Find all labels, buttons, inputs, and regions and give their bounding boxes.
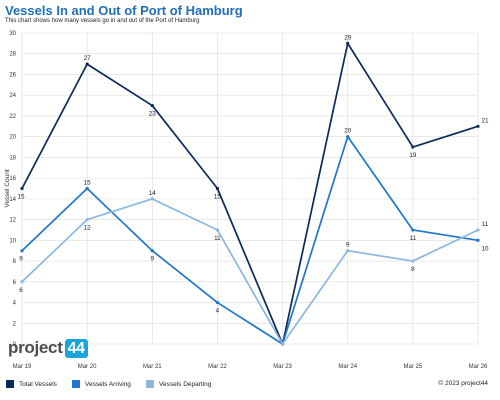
legend-swatch bbox=[6, 380, 14, 388]
data-point bbox=[150, 197, 154, 201]
x-tick-label: Mar 23 bbox=[273, 364, 292, 370]
y-tick-label: 22 bbox=[9, 114, 16, 120]
legend-item: Vessels Arriving bbox=[72, 380, 131, 388]
data-point bbox=[85, 62, 89, 66]
data-point bbox=[346, 249, 350, 253]
y-tick-label: 14 bbox=[9, 197, 16, 203]
data-point bbox=[20, 249, 24, 253]
y-tick-label: 24 bbox=[9, 93, 16, 99]
y-tick-label: 20 bbox=[9, 135, 16, 141]
data-label: 11 bbox=[214, 235, 221, 242]
x-tick-label: Mar 22 bbox=[208, 364, 227, 370]
data-point bbox=[280, 342, 285, 346]
chart-title: Vessels In and Out of Port of Hamburg bbox=[5, 3, 243, 18]
data-label: 14 bbox=[149, 190, 157, 197]
data-point bbox=[476, 238, 480, 242]
data-label: 4 bbox=[216, 308, 220, 315]
x-tick-label: Mar 26 bbox=[469, 364, 488, 370]
data-point bbox=[346, 41, 350, 45]
data-label: 9 bbox=[19, 256, 23, 263]
data-label: 19 bbox=[409, 152, 417, 159]
data-point bbox=[215, 300, 220, 305]
x-axis: Mar 19 Mar 20 Mar 21 Mar 22 Mar 23 Mar 24 Mar … bbox=[13, 364, 488, 370]
series-line-0 bbox=[21, 42, 479, 345]
series-group: 15 27 23 15 29 19 21 9 15 9 4 20 11 10 6 12 14 11 9 8 11 bbox=[17, 34, 489, 346]
series-line-1 bbox=[21, 135, 479, 345]
data-point bbox=[150, 103, 154, 108]
data-label: 15 bbox=[84, 180, 92, 187]
data-label: 15 bbox=[17, 194, 25, 201]
legend-label: Vessels Arriving bbox=[85, 380, 131, 388]
logo-text: project bbox=[8, 338, 63, 357]
y-tick-label: 28 bbox=[9, 52, 16, 58]
y-tick-label: 10 bbox=[9, 238, 16, 244]
data-point bbox=[476, 124, 480, 128]
data-label: 9 bbox=[151, 256, 155, 263]
logo-badge: 44 bbox=[64, 338, 88, 358]
x-tick-label: Mar 20 bbox=[78, 364, 97, 370]
project44-logo: project 44 bbox=[8, 338, 88, 358]
y-tick-label: 8 bbox=[13, 259, 17, 265]
data-point bbox=[215, 186, 220, 191]
y-tick-label: 18 bbox=[9, 155, 16, 161]
data-point bbox=[476, 228, 480, 232]
data-label: 9 bbox=[346, 242, 350, 249]
data-label: 10 bbox=[481, 245, 489, 252]
data-point bbox=[150, 249, 154, 253]
y-tick-label: 4 bbox=[13, 301, 17, 307]
copyright-text: © 2023 project44 bbox=[438, 380, 488, 387]
y-tick-label: 12 bbox=[9, 218, 16, 224]
legend-label: Total Vessels bbox=[19, 380, 57, 388]
data-label: 27 bbox=[84, 55, 92, 62]
y-tick-label: 6 bbox=[13, 280, 17, 286]
x-tick-label: Mar 24 bbox=[338, 364, 357, 370]
data-point bbox=[215, 228, 220, 232]
legend-item: Total Vessels bbox=[6, 380, 57, 388]
data-label: 29 bbox=[344, 34, 352, 41]
y-tick-label: 2 bbox=[13, 321, 17, 327]
y-tick-label: 26 bbox=[9, 72, 16, 78]
x-tick-label: Mar 19 bbox=[13, 364, 32, 370]
data-label: 20 bbox=[344, 128, 352, 135]
legend-label: Vessels Departing bbox=[159, 380, 212, 388]
y-tick-label: 0 bbox=[13, 342, 17, 348]
data-label: 8 bbox=[411, 266, 415, 273]
legend-swatch bbox=[146, 380, 154, 388]
x-tick-label: Mar 25 bbox=[404, 364, 423, 370]
y-axis-label: Vessel Count bbox=[4, 169, 11, 207]
data-point bbox=[20, 186, 24, 191]
x-tick-label: Mar 21 bbox=[143, 364, 162, 370]
data-point bbox=[411, 259, 415, 263]
data-point bbox=[85, 218, 89, 222]
data-point bbox=[20, 280, 24, 284]
data-label: 15 bbox=[214, 194, 222, 201]
legend-item: Vessels Departing bbox=[146, 380, 211, 388]
legend-swatch bbox=[72, 380, 80, 388]
data-label: 11 bbox=[410, 235, 417, 242]
y-tick-label: 30 bbox=[9, 31, 16, 37]
data-point bbox=[346, 135, 350, 139]
data-point bbox=[411, 145, 415, 149]
series-line-2 bbox=[21, 198, 479, 345]
data-label: 23 bbox=[149, 111, 157, 118]
grid-lines bbox=[21, 32, 479, 345]
y-tick-label: 16 bbox=[9, 176, 16, 182]
data-label: 12 bbox=[84, 225, 92, 232]
data-point bbox=[85, 186, 89, 191]
chart-subtitle: This chart shows how many vessels go in … bbox=[5, 18, 200, 24]
data-label: 11 bbox=[482, 221, 489, 228]
data-point bbox=[411, 228, 415, 232]
chart-legend: Total Vessels Vessels Arriving Vessels Dep… bbox=[6, 380, 494, 392]
data-label: 21 bbox=[481, 117, 489, 124]
data-label: 6 bbox=[19, 287, 23, 294]
